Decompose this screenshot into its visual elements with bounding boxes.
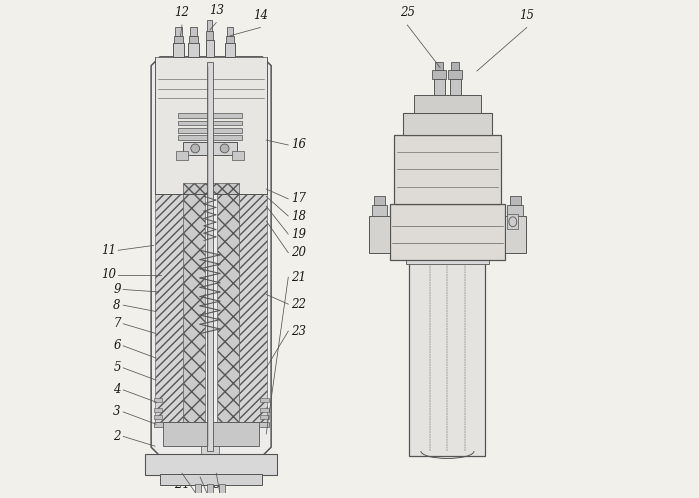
Bar (207, 62, 213, 451)
Circle shape (191, 144, 200, 153)
Bar (239, 194, 267, 422)
Text: 12: 12 (175, 6, 189, 19)
Bar (403, 113, 491, 135)
Bar (154, 415, 162, 419)
Bar (155, 194, 183, 422)
Bar (154, 398, 162, 402)
Bar (190, 27, 196, 36)
Text: 3: 3 (113, 405, 121, 418)
Bar (155, 57, 267, 194)
Bar (260, 398, 268, 402)
Bar (183, 183, 239, 194)
Text: 23: 23 (291, 325, 306, 338)
Bar (183, 142, 237, 155)
Text: 9: 9 (113, 283, 121, 296)
Bar (414, 95, 481, 113)
Text: 2: 2 (113, 430, 121, 443)
Bar (208, 20, 212, 31)
Text: 16: 16 (291, 138, 306, 151)
Bar (178, 121, 242, 125)
Text: 11: 11 (101, 244, 116, 257)
Bar (232, 151, 244, 160)
Bar (394, 135, 501, 204)
Text: 21: 21 (291, 271, 306, 284)
Circle shape (220, 144, 229, 153)
Bar (207, 485, 213, 498)
Bar (178, 128, 242, 133)
Text: 18: 18 (291, 210, 306, 223)
Bar (217, 194, 239, 422)
Text: 20: 20 (291, 246, 306, 259)
Bar (449, 70, 462, 79)
Bar (201, 427, 219, 486)
Text: 19: 19 (291, 228, 306, 241)
Text: 15: 15 (519, 8, 534, 21)
Bar (178, 113, 242, 118)
Text: 6: 6 (113, 339, 121, 352)
Bar (405, 256, 489, 264)
Bar (154, 422, 268, 427)
Text: 13: 13 (209, 3, 224, 16)
Bar (226, 27, 233, 36)
Bar (452, 62, 459, 70)
Bar (410, 260, 485, 456)
Bar (195, 485, 201, 498)
Bar (145, 454, 277, 475)
Bar (434, 79, 445, 95)
Bar (374, 196, 385, 205)
Bar (369, 216, 390, 253)
Text: 17: 17 (291, 192, 306, 205)
Bar (219, 485, 225, 498)
Bar (260, 415, 268, 419)
Bar (505, 216, 526, 253)
Text: 8: 8 (212, 478, 220, 491)
Bar (507, 215, 518, 229)
Bar (189, 36, 198, 43)
Text: 8: 8 (113, 299, 121, 312)
Bar (164, 422, 259, 446)
Text: 7: 7 (113, 317, 121, 330)
Bar (226, 36, 234, 43)
Bar (178, 135, 242, 140)
Bar (224, 43, 236, 57)
Bar (154, 408, 162, 412)
Bar (173, 43, 184, 57)
Polygon shape (151, 57, 271, 456)
Bar (507, 205, 523, 216)
Text: 14: 14 (253, 8, 268, 21)
Text: 24: 24 (175, 478, 189, 491)
Bar (183, 422, 239, 432)
Bar (160, 474, 262, 486)
Bar (183, 194, 205, 422)
Text: 1: 1 (196, 482, 204, 495)
Bar (175, 27, 182, 36)
Bar (432, 70, 446, 79)
Text: 4: 4 (113, 383, 121, 396)
Bar (510, 196, 521, 205)
Text: 5: 5 (113, 362, 121, 374)
Bar (175, 151, 188, 160)
Text: 22: 22 (291, 298, 306, 311)
Bar (450, 79, 461, 95)
Bar (390, 204, 505, 260)
Bar (188, 43, 199, 57)
Bar (206, 40, 215, 57)
Bar (174, 36, 183, 43)
Text: 10: 10 (101, 268, 116, 281)
Bar (372, 205, 387, 216)
Bar (206, 31, 213, 40)
Bar (435, 62, 443, 70)
Text: 25: 25 (400, 6, 415, 19)
Bar (260, 408, 268, 412)
